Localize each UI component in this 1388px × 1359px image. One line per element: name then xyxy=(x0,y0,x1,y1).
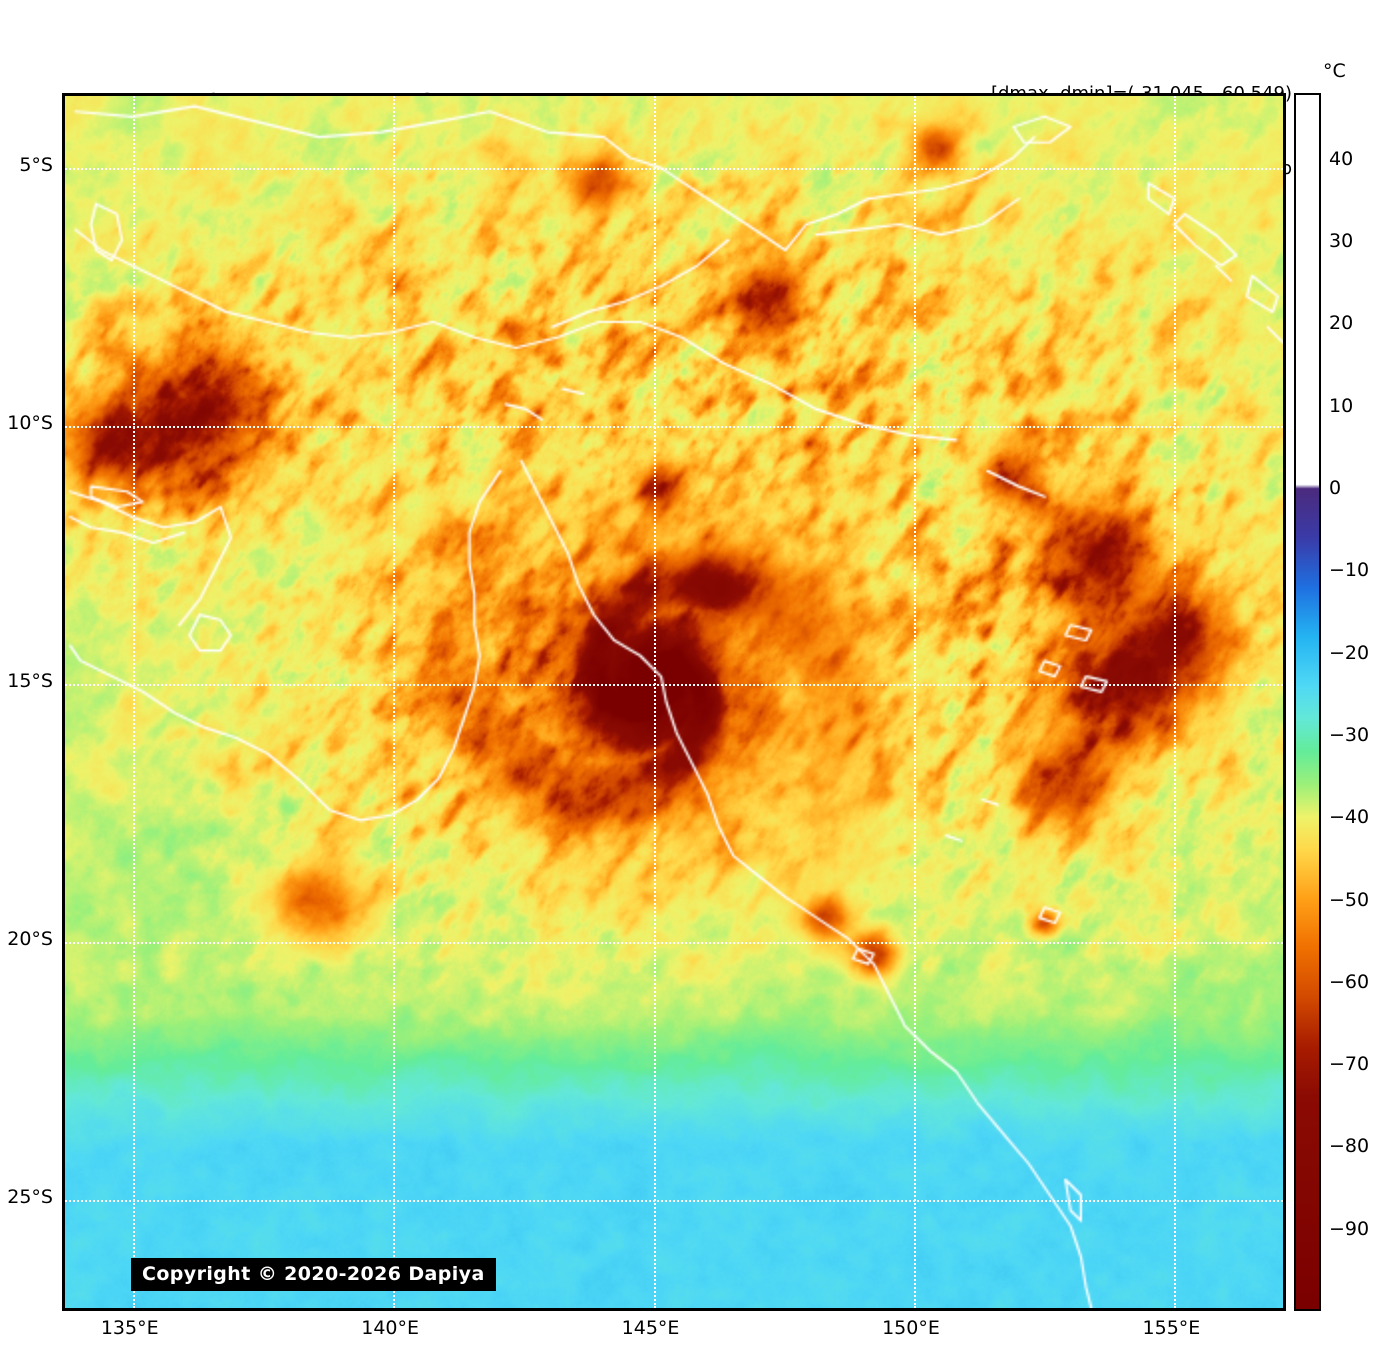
colorbar-tick-label: −60 xyxy=(1329,970,1370,993)
colorbar-tick-label: 40 xyxy=(1329,147,1354,170)
colorbar-tick-label: −10 xyxy=(1329,559,1370,582)
satellite-image-panel[interactable]: Copyright © 2020-2026 Dapiya xyxy=(62,93,1286,1311)
colorbar-unit-label: °C xyxy=(1323,60,1346,82)
colorbar-tick-label: −70 xyxy=(1329,1053,1370,1076)
satellite-imagery xyxy=(65,96,1283,1308)
longitude-tick-label: 140°E xyxy=(361,1317,420,1339)
colorbar[interactable] xyxy=(1294,93,1321,1311)
colorbar-tick-label: 10 xyxy=(1329,394,1354,417)
colorbar-tick-label: −20 xyxy=(1329,641,1370,664)
latitude-tick-label: 15°S xyxy=(7,670,53,693)
colorbar-gradient xyxy=(1296,95,1319,1309)
colorbar-tick-label: 0 xyxy=(1329,477,1342,500)
colorbar-tick-label: 20 xyxy=(1329,312,1354,335)
latitude-tick-label: 20°S xyxy=(7,928,53,951)
longitude-tick-label: 155°E xyxy=(1142,1317,1201,1339)
latitude-tick-label: 5°S xyxy=(19,154,53,177)
colorbar-tick-label: −80 xyxy=(1329,1135,1370,1158)
latitude-tick-label: 10°S xyxy=(7,412,53,435)
longitude-tick-label: 150°E xyxy=(882,1317,940,1339)
colorbar-tick-label: −30 xyxy=(1329,723,1370,746)
longitude-tick-label: 135°E xyxy=(100,1317,159,1339)
colorbar-tick-label: −40 xyxy=(1329,806,1370,829)
latitude-tick-label: 25°S xyxy=(7,1186,53,1209)
colorbar-tick-label: −90 xyxy=(1329,1217,1370,1240)
longitude-tick-label: 145°E xyxy=(621,1317,680,1339)
colorbar-tick-label: 30 xyxy=(1329,230,1354,253)
copyright-badge: Copyright © 2020-2026 Dapiya xyxy=(131,1258,496,1291)
colorbar-tick-label: −50 xyxy=(1329,888,1370,911)
